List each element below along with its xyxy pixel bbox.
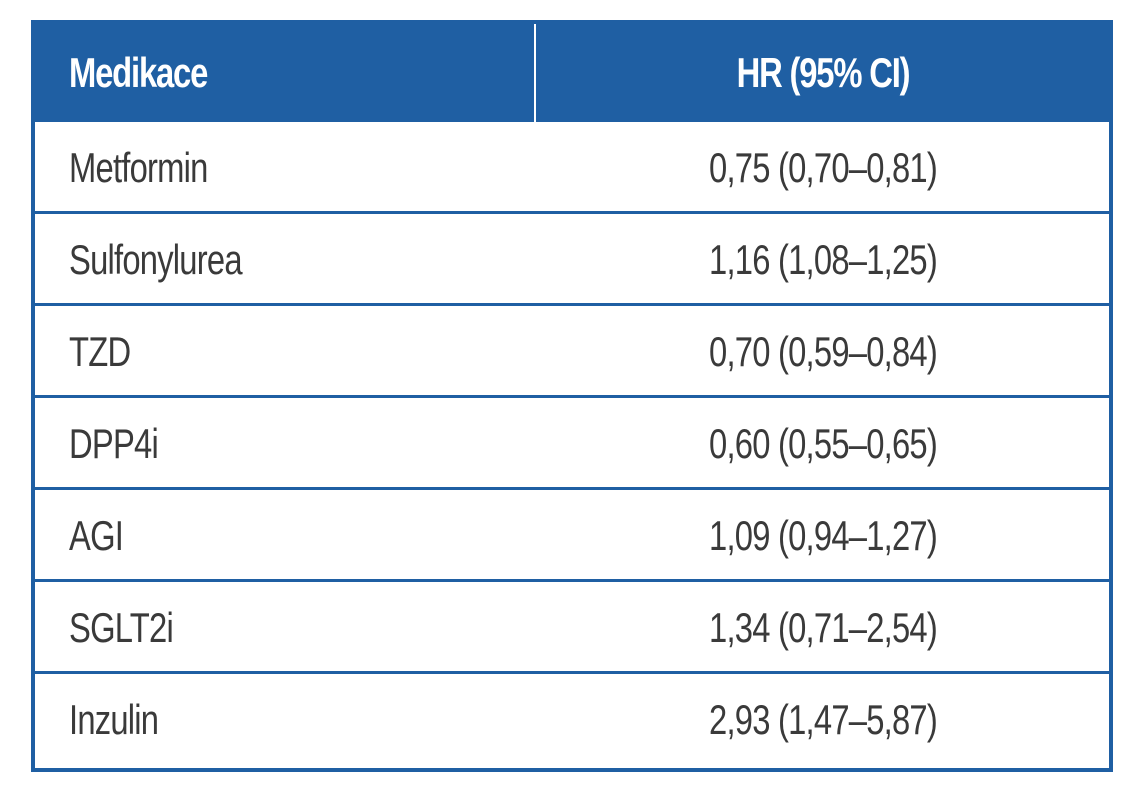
medication-cell: Sulfonylurea — [69, 236, 243, 283]
row-divider — [35, 579, 1109, 582]
table-row: Metformin 0,75 (0,70–0,81) — [35, 122, 1109, 214]
hazard-ratio-table: Medikace HR (95% CI) Metformin 0,75 (0,7… — [31, 20, 1113, 772]
medication-cell: Inzulin — [69, 696, 159, 743]
row-divider — [35, 671, 1109, 674]
column-header-medication: Medikace — [69, 49, 208, 96]
table-header-row: Medikace HR (95% CI) — [35, 24, 1109, 122]
medication-cell: TZD — [69, 328, 131, 375]
hr-cell: 1,16 (1,08–1,25) — [709, 236, 938, 283]
hr-cell: 1,34 (0,71–2,54) — [709, 604, 938, 651]
table-body: Metformin 0,75 (0,70–0,81) Sulfonylurea … — [35, 122, 1109, 768]
column-header-hr: HR (95% CI) — [736, 49, 911, 96]
table-row: Sulfonylurea 1,16 (1,08–1,25) — [35, 214, 1109, 306]
medication-cell: DPP4i — [69, 420, 159, 467]
hr-cell: 0,75 (0,70–0,81) — [709, 144, 938, 191]
table-row: SGLT2i 1,34 (0,71–2,54) — [35, 582, 1109, 674]
row-divider — [35, 487, 1109, 490]
hr-cell: 1,09 (0,94–1,27) — [709, 512, 938, 559]
medication-cell: Metformin — [69, 144, 208, 191]
hr-cell: 2,93 (1,47–5,87) — [709, 696, 938, 743]
medication-cell: AGI — [69, 512, 124, 559]
row-divider — [35, 211, 1109, 214]
table-row: DPP4i 0,60 (0,55–0,65) — [35, 398, 1109, 490]
table-row: Inzulin 2,93 (1,47–5,87) — [35, 674, 1109, 766]
table-row: TZD 0,70 (0,59–0,84) — [35, 306, 1109, 398]
header-divider — [534, 24, 536, 122]
row-divider — [35, 395, 1109, 398]
hr-cell: 0,60 (0,55–0,65) — [709, 420, 938, 467]
table-row: AGI 1,09 (0,94–1,27) — [35, 490, 1109, 582]
hr-cell: 0,70 (0,59–0,84) — [709, 328, 938, 375]
row-divider — [35, 303, 1109, 306]
medication-cell: SGLT2i — [69, 604, 174, 651]
